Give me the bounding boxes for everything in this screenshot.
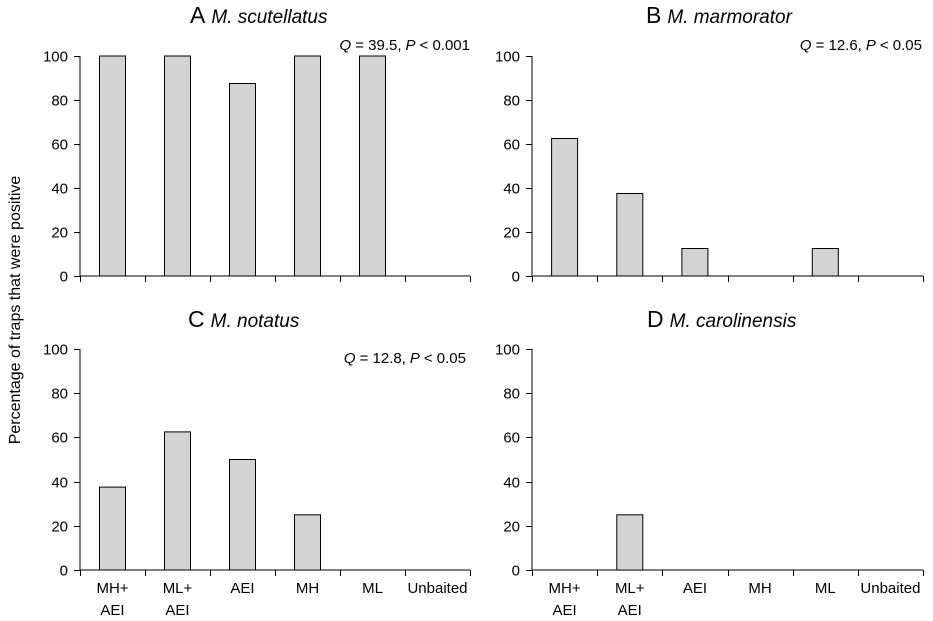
panel-letter: B bbox=[646, 2, 661, 28]
panel-species: M. scutellatus bbox=[211, 7, 328, 28]
y-tick-label: 80 bbox=[503, 386, 520, 403]
stat-q-value: = 12.6, bbox=[816, 37, 862, 54]
panel-species: M. carolinensis bbox=[670, 311, 797, 332]
y-tick-label: 60 bbox=[503, 430, 520, 447]
x-category-label: Unbaited bbox=[407, 580, 467, 597]
bar bbox=[359, 55, 386, 277]
x-category-label: AEI bbox=[618, 602, 642, 619]
bar bbox=[811, 248, 839, 277]
panel-title: C M. notatus bbox=[188, 306, 300, 332]
x-category-label: ML bbox=[362, 580, 383, 597]
panel-d: D M. carolinensis 0 20 40 60 80 100 MH+ AEI ML+ AEI… bbox=[495, 306, 924, 619]
y-tick-label: 60 bbox=[503, 137, 520, 154]
x-category-label: MH bbox=[748, 580, 771, 597]
stat-q-value: = 39.5, bbox=[355, 37, 401, 54]
bar bbox=[164, 431, 191, 571]
bar bbox=[99, 55, 126, 277]
y-tick-label: 100 bbox=[495, 342, 520, 359]
y-tick-label: 0 bbox=[512, 269, 520, 286]
x-category-label: AEI bbox=[552, 602, 576, 619]
y-tick-label: 40 bbox=[503, 475, 520, 492]
y-tick-label: 80 bbox=[503, 93, 520, 110]
y-tick-label: 80 bbox=[51, 93, 68, 110]
y-tick-label: 80 bbox=[51, 386, 68, 403]
bar bbox=[616, 193, 644, 277]
stat-annotation: Q = 12.6, P < 0.05 bbox=[800, 37, 922, 54]
y-tick-label: 20 bbox=[503, 225, 520, 242]
y-tick-label: 40 bbox=[51, 475, 68, 492]
panel-title: D M. carolinensis bbox=[647, 306, 797, 332]
stat-p-label: P bbox=[406, 37, 416, 54]
panel-b: B M. marmorator Q = 12.6, P < 0.05 0 20 40 60 80 10… bbox=[495, 2, 924, 286]
stat-p-label: P bbox=[410, 350, 420, 367]
x-category-label: ML+ bbox=[163, 580, 193, 597]
y-tick-label: 60 bbox=[51, 430, 68, 447]
panel-title: A M. scutellatus bbox=[190, 2, 328, 28]
y-tick-label: 60 bbox=[51, 137, 68, 154]
stat-q-label: Q bbox=[344, 350, 356, 367]
stat-p-value: < 0.05 bbox=[880, 37, 922, 54]
panel-title: B M. marmorator bbox=[646, 2, 793, 28]
y-tick-label: 20 bbox=[51, 519, 68, 536]
y-tick-label: 0 bbox=[60, 563, 68, 580]
panel-species: M. marmorator bbox=[667, 7, 792, 28]
y-tick-label: 40 bbox=[51, 181, 68, 198]
stat-p-value: < 0.001 bbox=[420, 37, 470, 54]
bar bbox=[294, 55, 321, 277]
x-category-label: AEI bbox=[100, 602, 124, 619]
x-category-label: AEI bbox=[165, 602, 189, 619]
bar bbox=[294, 514, 321, 571]
stat-p-label: P bbox=[866, 37, 876, 54]
y-tick-label: 20 bbox=[51, 225, 68, 242]
stat-annotation: Q = 39.5, P < 0.001 bbox=[340, 37, 470, 54]
y-tick-label: 0 bbox=[512, 563, 520, 580]
bar bbox=[229, 83, 256, 277]
bar bbox=[164, 55, 191, 277]
y-tick-label: 100 bbox=[43, 49, 68, 66]
y-axis-label: Percentage of traps that were positive bbox=[7, 176, 24, 445]
x-category-label: ML bbox=[815, 580, 836, 597]
y-tick-label: 0 bbox=[60, 269, 68, 286]
panel-a: A M. scutellatus Q = 39.5, P < 0.001 0 20 40 60 80… bbox=[43, 2, 471, 286]
stat-p-value: < 0.05 bbox=[424, 350, 466, 367]
bar bbox=[551, 138, 579, 277]
panel-c: C M. notatus Q = 12.8, P < 0.05 0 20 40 60 80 100 MH… bbox=[43, 306, 471, 619]
x-category-label: AEI bbox=[230, 580, 254, 597]
stat-annotation: Q = 12.8, P < 0.05 bbox=[344, 350, 466, 367]
y-tick-label: 100 bbox=[43, 342, 68, 359]
y-tick-label: 40 bbox=[503, 181, 520, 198]
x-category-label: MH+ bbox=[96, 580, 128, 597]
panel-letter: C bbox=[188, 306, 205, 332]
panel-letter: A bbox=[190, 2, 206, 28]
x-category-label: Unbaited bbox=[860, 580, 920, 597]
y-tick-label: 20 bbox=[503, 519, 520, 536]
bar bbox=[681, 248, 709, 277]
panel-species: M. notatus bbox=[211, 311, 300, 332]
stat-q-value: = 12.8, bbox=[360, 350, 406, 367]
x-category-label: MH bbox=[296, 580, 319, 597]
bar bbox=[99, 486, 126, 571]
bar bbox=[229, 459, 256, 571]
x-category-label: MH+ bbox=[549, 580, 581, 597]
y-tick-label: 100 bbox=[495, 49, 520, 66]
x-category-label: AEI bbox=[683, 580, 707, 597]
bar bbox=[616, 514, 644, 571]
stat-q-label: Q bbox=[340, 37, 352, 54]
stat-q-label: Q bbox=[800, 37, 812, 54]
x-category-label: ML+ bbox=[615, 580, 645, 597]
panel-letter: D bbox=[647, 306, 664, 332]
